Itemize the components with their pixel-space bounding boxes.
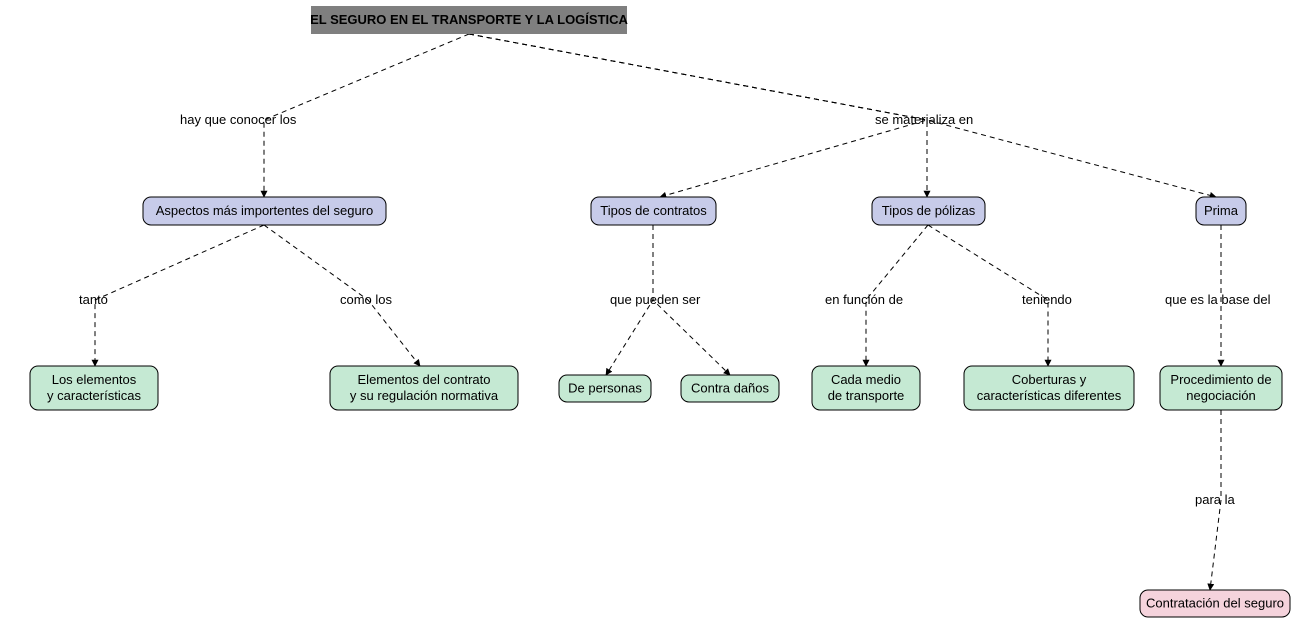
edge [469,34,1216,197]
node-label: Elementos del contrato [358,372,491,387]
edge-label: teniendo [1022,292,1072,307]
edge-label: como los [340,292,393,307]
node-elem_car: Los elementosy características [30,366,158,410]
node-label: características diferentes [977,388,1122,403]
edge [469,34,927,197]
edge-label: tanto [79,292,108,307]
node-contrat: Contratación del seguro [1140,590,1290,617]
node-label: negociación [1186,388,1255,403]
edge [469,34,927,197]
node-label: Coberturas y [1012,372,1087,387]
node-root: EL SEGURO EN EL TRANSPORTE Y LA LOGÍSTIC… [310,6,628,34]
edge-label: para la [1195,492,1236,507]
node-contra: Contra daños [681,375,779,402]
node-proc_neg: Procedimiento denegociación [1160,366,1282,410]
node-label: y su regulación normativa [350,388,499,403]
node-prima: Prima [1196,197,1246,225]
node-de_pers: De personas [559,375,651,402]
node-label: Tipos de pólizas [882,203,976,218]
edge-label: que es la base del [1165,292,1271,307]
node-label: de transporte [828,388,905,403]
node-label: De personas [568,381,642,396]
node-label: Los elementos [52,372,137,387]
node-label: Tipos de contratos [600,203,707,218]
node-label: Contratación del seguro [1146,596,1284,611]
edge-label: hay que conocer los [180,112,297,127]
node-cada_med: Cada mediode transporte [812,366,920,410]
edge-label: que pueden ser [610,292,701,307]
edge-label: en función de [825,292,903,307]
node-label: y características [47,388,141,403]
node-label: Contra daños [691,381,770,396]
node-label: EL SEGURO EN EL TRANSPORTE Y LA LOGÍSTIC… [310,12,628,27]
node-tipos_p: Tipos de pólizas [872,197,985,225]
node-aspectos: Aspectos más importentes del seguro [143,197,386,225]
node-elem_con: Elementos del contratoy su regulación no… [330,366,518,410]
concept-map: hay que conocer losse materializa entant… [0,0,1291,628]
node-cobert: Coberturas ycaracterísticas diferentes [964,366,1134,410]
edge [95,225,264,366]
node-tipos_c: Tipos de contratos [591,197,716,225]
node-label: Procedimiento de [1170,372,1271,387]
node-label: Cada medio [831,372,901,387]
node-label: Aspectos más importentes del seguro [156,203,374,218]
node-label: Prima [1204,203,1239,218]
